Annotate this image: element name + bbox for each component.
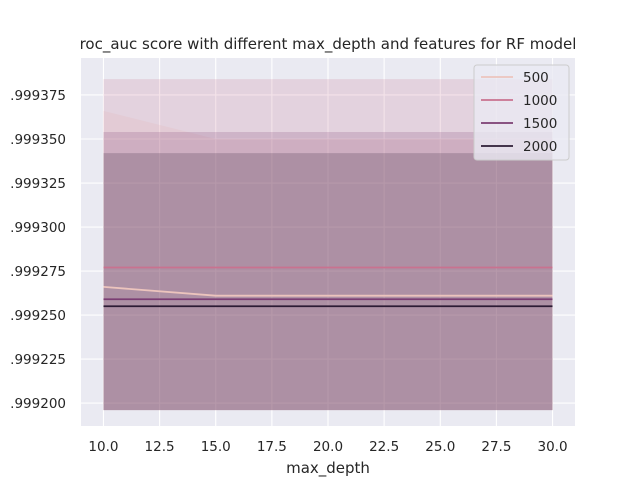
x-axis-label: max_depth xyxy=(286,459,370,478)
confidence-band-1500 xyxy=(103,131,553,411)
series-line-500 xyxy=(103,286,553,297)
series-lines xyxy=(103,266,553,308)
legend-label-1000: 1000 xyxy=(523,93,557,109)
y-tick-label: .999350 xyxy=(10,132,66,148)
y-tick-label: .999200 xyxy=(10,396,66,412)
x-tick-labels: 10.0 12.5 15.0 17.5 20.0 22.5 25.0 27.5 30.0 xyxy=(88,439,567,455)
x-tick-label: 15.0 xyxy=(201,439,231,455)
y-tick-label: .999275 xyxy=(10,264,66,280)
y-tick-labels: .999200 .999225 .999250 .999275 .999300 .9993… xyxy=(10,88,66,412)
confidence-bands xyxy=(103,79,553,411)
confidence-band-2000 xyxy=(103,153,553,411)
x-tick-label: 30.0 xyxy=(538,439,568,455)
y-tick-label: .999225 xyxy=(10,352,66,368)
legend: 500 1000 1500 2000 xyxy=(473,64,570,161)
x-tick-label: 25.0 xyxy=(425,439,455,455)
y-tick-label: .999300 xyxy=(10,220,66,236)
x-tick-label: 27.5 xyxy=(481,439,511,455)
y-tick-label: .999375 xyxy=(10,88,66,104)
x-tick-label: 20.0 xyxy=(313,439,343,455)
chart-title: roc_auc score with different max_depth a… xyxy=(80,35,577,54)
confidence-band-500 xyxy=(103,110,553,411)
legend-box xyxy=(473,64,570,161)
legend-label-500: 500 xyxy=(523,70,549,86)
y-tick-label: .999250 xyxy=(10,308,66,324)
legend-label-2000: 2000 xyxy=(523,139,557,155)
x-tick-label: 17.5 xyxy=(257,439,287,455)
x-tick-label: 22.5 xyxy=(369,439,399,455)
y-tick-label: .999325 xyxy=(10,176,66,192)
legend-label-1500: 1500 xyxy=(523,116,557,132)
confidence-band-1000 xyxy=(103,79,553,411)
x-tick-label: 12.5 xyxy=(145,439,175,455)
x-tick-label: 10.0 xyxy=(88,439,118,455)
